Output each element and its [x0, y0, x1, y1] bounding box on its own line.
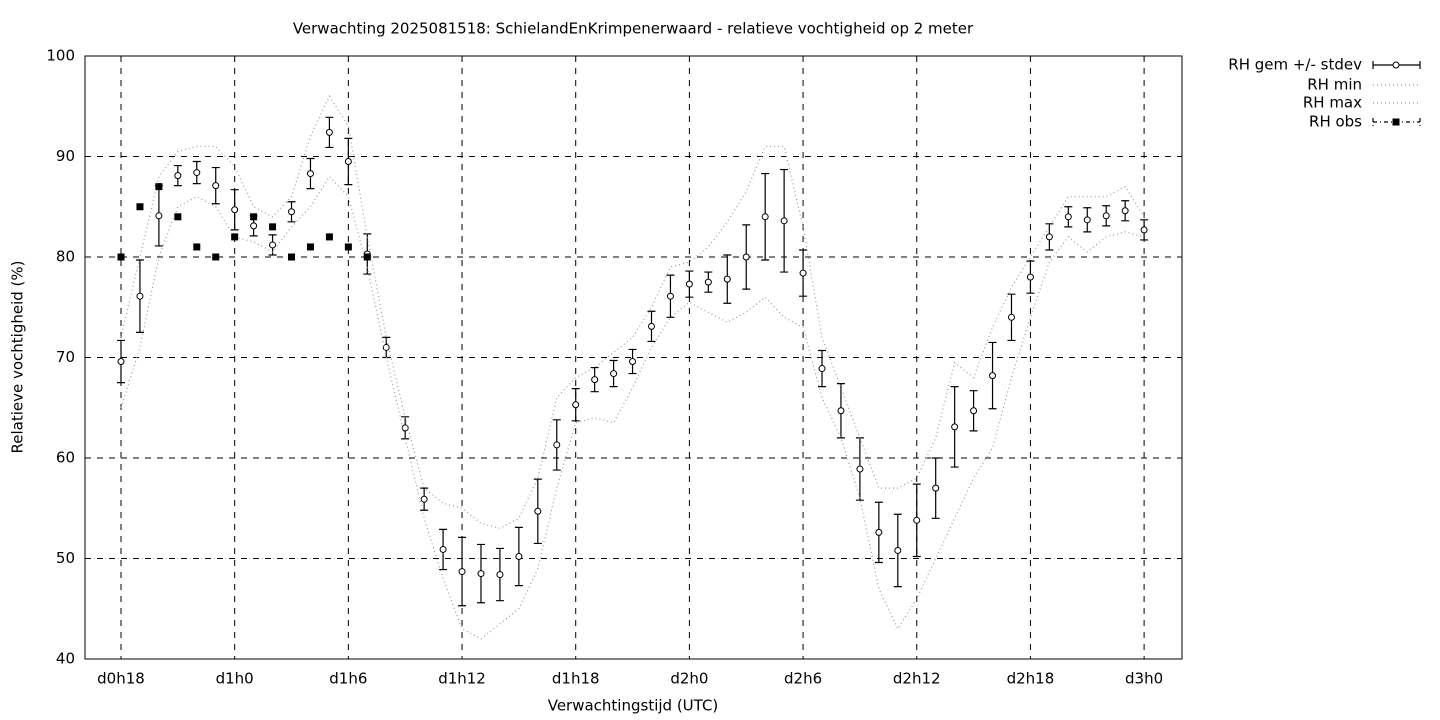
obs-point [269, 223, 277, 231]
obs-point [193, 243, 201, 251]
range-line [120, 94, 1145, 529]
y-tick-label: 70 [56, 348, 75, 366]
mean-point [534, 507, 542, 515]
x-tick-label: d2h18 [1007, 670, 1055, 688]
mean-point [894, 546, 902, 554]
mean-point [553, 441, 561, 449]
mean-point [591, 376, 599, 384]
x-tick-label: d2h0 [670, 670, 708, 688]
range-line [120, 175, 1145, 640]
x-tick-label: d1h0 [216, 670, 254, 688]
mean-point [515, 552, 523, 560]
obs-point [250, 213, 258, 221]
mean-point [989, 372, 997, 380]
legend-sample [1392, 61, 1400, 69]
mean-point [136, 292, 144, 300]
mean-point [1045, 233, 1053, 241]
mean-point [477, 570, 485, 578]
x-tick-label: d3h0 [1125, 670, 1163, 688]
mean-point [306, 170, 314, 178]
x-axis-label: Verwachtingstijd (UTC) [548, 697, 719, 715]
mean-point [1007, 313, 1015, 321]
x-tick-label: d1h12 [438, 670, 486, 688]
mean-point [913, 516, 921, 524]
mean-point [269, 241, 277, 249]
mean-point [1083, 216, 1091, 224]
x-tick-label: d0h18 [97, 670, 145, 688]
mean-point [458, 568, 466, 576]
mean-point [723, 275, 731, 283]
x-tick-label: d1h18 [552, 670, 600, 688]
obs-point [117, 253, 125, 261]
x-tick-label: d2h6 [784, 670, 822, 688]
mean-point [685, 280, 693, 288]
mean-point [174, 172, 182, 180]
mean-point [799, 269, 807, 277]
obs-point [231, 233, 239, 241]
mean-point [212, 182, 220, 190]
mean-point [382, 343, 390, 351]
mean-point [1102, 212, 1110, 220]
obs-point [363, 253, 371, 261]
mean-point [344, 158, 352, 166]
mean-point [856, 465, 864, 473]
legend-label: RH gem +/- stdev [1228, 56, 1362, 74]
legend-label: RH max [1303, 94, 1362, 112]
legend-label: RH min [1307, 76, 1362, 94]
mean-point [155, 212, 163, 220]
obs-point [306, 243, 314, 251]
mean-point [496, 571, 504, 579]
y-tick-label: 50 [56, 549, 75, 567]
mean-point [837, 407, 845, 415]
obs-point [155, 183, 163, 191]
plot-frame [84, 55, 1183, 660]
chart-title: Verwachting 2025081518: SchielandEnKrimp… [293, 20, 974, 38]
mean-point [1064, 213, 1072, 221]
mean-point [439, 545, 447, 553]
mean-point [761, 213, 769, 221]
obs-point [288, 253, 296, 261]
mean-point [420, 495, 428, 503]
y-axis-label: Relatieve vochtigheid (%) [9, 260, 27, 453]
y-tick-label: 80 [56, 248, 75, 266]
y-tick-label: 90 [56, 147, 75, 165]
mean-point [1140, 226, 1148, 234]
mean-point [932, 484, 940, 492]
y-tick-label: 60 [56, 449, 75, 467]
mean-point [704, 278, 712, 286]
mean-point [117, 358, 125, 366]
mean-point [818, 365, 826, 373]
mean-point [742, 253, 750, 261]
mean-point [250, 222, 258, 230]
mean-point [1026, 273, 1034, 281]
mean-point [325, 128, 333, 136]
obs-point [325, 233, 333, 241]
mean-point [231, 206, 239, 214]
mean-point [288, 208, 296, 216]
mean-point [610, 370, 618, 378]
mean-point [780, 217, 788, 225]
obs-point [344, 243, 352, 251]
obs-point [212, 253, 220, 261]
mean-point [401, 424, 409, 432]
x-tick-label: d1h6 [329, 670, 367, 688]
legend-label: RH obs [1309, 113, 1362, 131]
y-tick-label: 100 [46, 47, 75, 65]
mean-point [951, 423, 959, 431]
x-tick-label: d2h12 [893, 670, 941, 688]
y-tick-label: 40 [56, 650, 75, 668]
mean-point [647, 322, 655, 330]
legend-sample [1392, 118, 1400, 126]
mean-point [572, 401, 580, 409]
mean-point [970, 407, 978, 415]
mean-point [193, 169, 201, 177]
mean-point [629, 358, 637, 366]
mean-point [875, 528, 883, 536]
obs-point [136, 203, 144, 211]
mean-point [666, 292, 674, 300]
mean-point [1121, 207, 1129, 215]
obs-point [174, 213, 182, 221]
